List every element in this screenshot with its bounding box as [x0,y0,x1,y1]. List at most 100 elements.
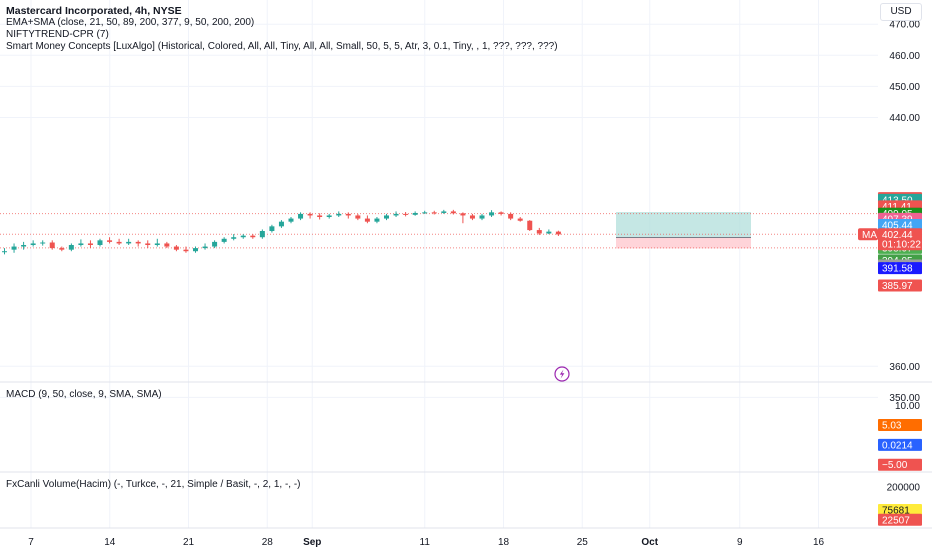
volume-value-label: 22507 [882,515,910,526]
dotted-levels [0,213,878,249]
price-label: 391.58 [882,264,913,275]
time-tick-label: 25 [577,537,589,548]
candle [183,246,189,253]
grid [0,0,878,528]
time-tick-label: 9 [737,537,743,548]
price-tick-label: 350.00 [889,393,920,404]
macd-value-label-bg [878,419,922,431]
candle [68,243,74,252]
candle [269,224,275,233]
candle [393,211,399,218]
candle [450,209,456,215]
candle [2,248,7,255]
candle [278,220,284,228]
candle [479,213,485,221]
position-stop-zone[interactable] [616,237,751,249]
candle [231,234,237,241]
price-tick-label: 460.00 [889,51,920,62]
candle [49,240,55,250]
candle [97,238,103,247]
currency-button[interactable]: USD [880,3,922,21]
candle [317,213,323,220]
current-price-label: 402.44 [882,230,913,241]
candle [345,212,351,219]
candle [336,211,342,218]
price-label: 405.44 [882,220,913,231]
candle [441,209,447,214]
candle [116,238,122,245]
price-label: 411.41 [882,202,912,213]
candle [403,212,409,217]
candle [78,239,84,247]
price-label-bg [878,279,922,292]
indicator-legend-ema-sma[interactable]: EMA+SMA (close, 21, 50, 89, 200, 377, 9,… [6,17,255,28]
price-tick-label: 440.00 [889,113,920,124]
candle [193,246,198,253]
candle [288,217,294,224]
volume-value-label-bg [878,513,922,526]
candle [154,238,160,247]
position-target-zone[interactable] [616,212,751,238]
candle [11,243,17,253]
time-tick-label: Oct [641,537,658,548]
candle [536,227,542,236]
price-axis[interactable]: 480.00470.00460.00450.00440.00360.00350.… [887,0,921,494]
time-tick-label: 14 [104,537,116,548]
time-tick-label: 28 [262,537,274,548]
candle [364,215,370,224]
position-tool[interactable] [616,212,751,249]
time-tick-label: 21 [183,537,195,548]
candle [221,237,227,244]
symbol-tag-bg [858,228,878,241]
indicator-legend-niftytrend[interactable]: NIFTYTREND-CPR (7) [6,29,109,40]
indicator-panes [0,381,932,529]
candle [431,210,437,215]
volume-legend[interactable]: FxCanli Volume(Hacim) (-, Turkce, -, 21,… [6,479,301,490]
candle [422,210,428,214]
indicator-legend-smc[interactable]: Smart Money Concepts [LuxAlgo] (Historic… [6,41,558,52]
time-tick-label: 18 [498,537,510,548]
time-axis[interactable]: 7 14 21 28 Sep 11 18 25 Oct 9 16 [28,537,824,548]
candle [517,217,523,222]
candle [298,212,304,221]
candle [135,240,141,247]
candle [30,240,36,247]
candle [355,213,361,221]
candle [384,213,389,221]
candle [326,213,332,219]
macd-value-label-bg [878,438,922,451]
candle [40,240,46,246]
macd-value-label: 5.03 [882,421,902,432]
candle [202,243,208,250]
price-tick-label: 470.00 [889,20,920,31]
candles [2,209,561,255]
volume-value-label-bg [878,504,922,516]
replay-icon-group[interactable] [554,366,570,382]
macd-legend[interactable]: MACD (9, 50, close, 9, SMA, SMA) [6,389,162,400]
candle [489,210,495,218]
macd-tick-label: 10.00 [895,401,920,412]
candle [469,213,475,221]
macd-value-label-bg [878,458,922,471]
volume-tick-label: 200000 [887,483,921,494]
price-label: 385.97 [882,281,913,292]
candle [87,240,93,249]
countdown-label: 01:10:22 [882,239,921,250]
candle [126,238,132,245]
price-tick-label: 360.00 [889,362,920,373]
price-label-bg [878,218,922,231]
candle [59,246,65,252]
time-tick-label: 16 [813,537,825,548]
price-tick-label: 450.00 [889,82,920,93]
time-tick-label: Sep [303,537,321,548]
candle [307,212,313,219]
time-tick-label: 7 [28,537,34,548]
candle [374,217,380,224]
candle [173,244,179,252]
candle [145,240,151,249]
macd-value-label: 0.0214 [882,440,913,451]
candle [527,220,533,232]
current-price-bg [878,228,922,251]
candle [546,229,552,235]
